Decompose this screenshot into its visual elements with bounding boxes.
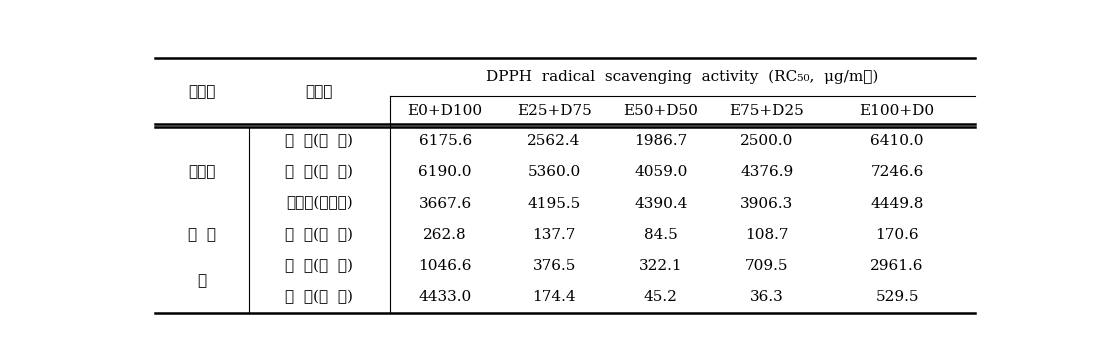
Text: 529.5: 529.5 (875, 290, 919, 304)
Text: 상  지(桑  枝): 상 지(桑 枝) (285, 165, 354, 179)
Text: 137.7: 137.7 (532, 228, 575, 242)
Text: 376.5: 376.5 (532, 259, 575, 273)
Text: 편  백(扁  柏): 편 백(扁 柏) (285, 228, 354, 242)
Text: E75+D25: E75+D25 (730, 104, 804, 118)
Text: 편  백: 편 백 (187, 228, 216, 242)
Text: E50+D50: E50+D50 (624, 104, 699, 118)
Text: 709.5: 709.5 (745, 259, 789, 273)
Text: 2961.6: 2961.6 (871, 259, 923, 273)
Text: 시  엽(柿  葉): 시 엽(柿 葉) (285, 259, 354, 273)
Text: E0+D100: E0+D100 (408, 104, 483, 118)
Text: 6175.6: 6175.6 (419, 134, 472, 148)
Text: 4376.9: 4376.9 (741, 165, 793, 179)
Text: 4390.4: 4390.4 (634, 197, 688, 210)
Text: 322.1: 322.1 (639, 259, 682, 273)
Text: 45.2: 45.2 (644, 290, 678, 304)
Text: 시  자(柿  子): 시 자(柿 子) (285, 290, 354, 304)
Text: 108.7: 108.7 (745, 228, 789, 242)
Text: 7246.6: 7246.6 (871, 165, 923, 179)
Text: 170.6: 170.6 (875, 228, 919, 242)
Text: DPPH  radical  scavenging  activity  (RC₅₀,  μg/mℓ): DPPH radical scavenging activity (RC₅₀, … (486, 70, 878, 84)
Text: 상백피(桑白皮): 상백피(桑白皮) (285, 197, 353, 211)
Text: 2562.4: 2562.4 (528, 134, 581, 148)
Text: 감: 감 (197, 274, 206, 289)
Text: 3667.6: 3667.6 (419, 197, 472, 210)
Text: 4195.5: 4195.5 (528, 197, 581, 210)
Text: 6190.0: 6190.0 (419, 165, 472, 179)
Text: 뽕나무: 뽕나무 (188, 165, 216, 179)
Text: 5360.0: 5360.0 (528, 165, 581, 179)
Text: E25+D75: E25+D75 (517, 104, 592, 118)
Text: E100+D0: E100+D0 (860, 104, 934, 118)
Text: 일반명: 일반명 (188, 85, 216, 99)
Text: 84.5: 84.5 (644, 228, 678, 242)
Text: 4433.0: 4433.0 (419, 290, 472, 304)
Text: 1986.7: 1986.7 (635, 134, 688, 148)
Text: 1046.6: 1046.6 (419, 259, 472, 273)
Text: 한약명: 한약명 (305, 85, 333, 99)
Text: 2500.0: 2500.0 (741, 134, 793, 148)
Text: 262.8: 262.8 (423, 228, 467, 242)
Text: 4059.0: 4059.0 (634, 165, 688, 179)
Text: 4449.8: 4449.8 (871, 197, 923, 210)
Text: 174.4: 174.4 (532, 290, 576, 304)
Text: 3906.3: 3906.3 (741, 197, 793, 210)
Text: 36.3: 36.3 (749, 290, 784, 304)
Text: 6410.0: 6410.0 (871, 134, 923, 148)
Text: 상  엽(桑  葉): 상 엽(桑 葉) (285, 134, 354, 148)
